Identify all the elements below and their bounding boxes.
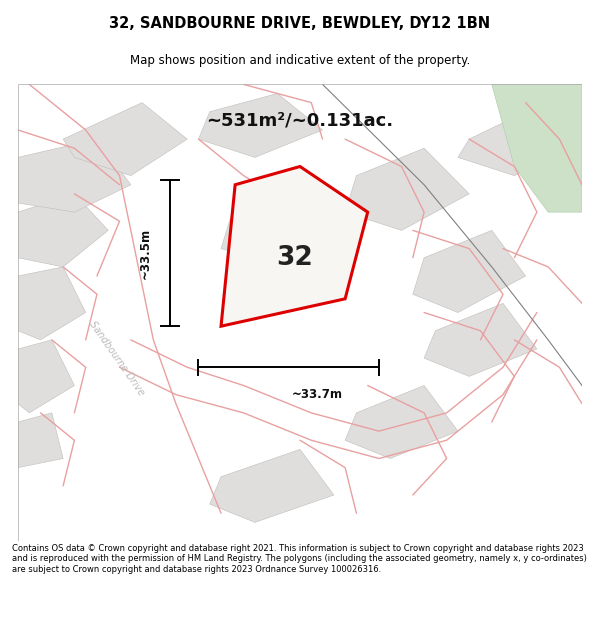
Polygon shape	[221, 185, 345, 267]
Polygon shape	[18, 194, 108, 267]
Polygon shape	[63, 102, 187, 176]
Polygon shape	[18, 413, 63, 468]
Polygon shape	[413, 231, 526, 312]
Text: 32, SANDBOURNE DRIVE, BEWDLEY, DY12 1BN: 32, SANDBOURNE DRIVE, BEWDLEY, DY12 1BN	[109, 16, 491, 31]
Text: ~531m²/~0.131ac.: ~531m²/~0.131ac.	[206, 112, 394, 130]
Polygon shape	[345, 148, 469, 231]
Text: Map shows position and indicative extent of the property.: Map shows position and indicative extent…	[130, 54, 470, 68]
Polygon shape	[18, 340, 74, 413]
Text: ~33.5m: ~33.5m	[139, 228, 151, 279]
Text: Sandbourne Drive: Sandbourne Drive	[87, 319, 146, 397]
Text: Contains OS data © Crown copyright and database right 2021. This information is : Contains OS data © Crown copyright and d…	[12, 544, 587, 574]
Polygon shape	[492, 84, 582, 212]
Polygon shape	[458, 112, 571, 176]
Text: 32: 32	[276, 245, 313, 271]
Polygon shape	[221, 166, 368, 326]
Polygon shape	[18, 139, 131, 212]
Text: ~33.7m: ~33.7m	[292, 388, 343, 401]
Polygon shape	[210, 449, 334, 522]
Polygon shape	[424, 303, 537, 376]
Polygon shape	[199, 94, 323, 158]
Polygon shape	[345, 386, 458, 459]
Polygon shape	[18, 267, 86, 340]
